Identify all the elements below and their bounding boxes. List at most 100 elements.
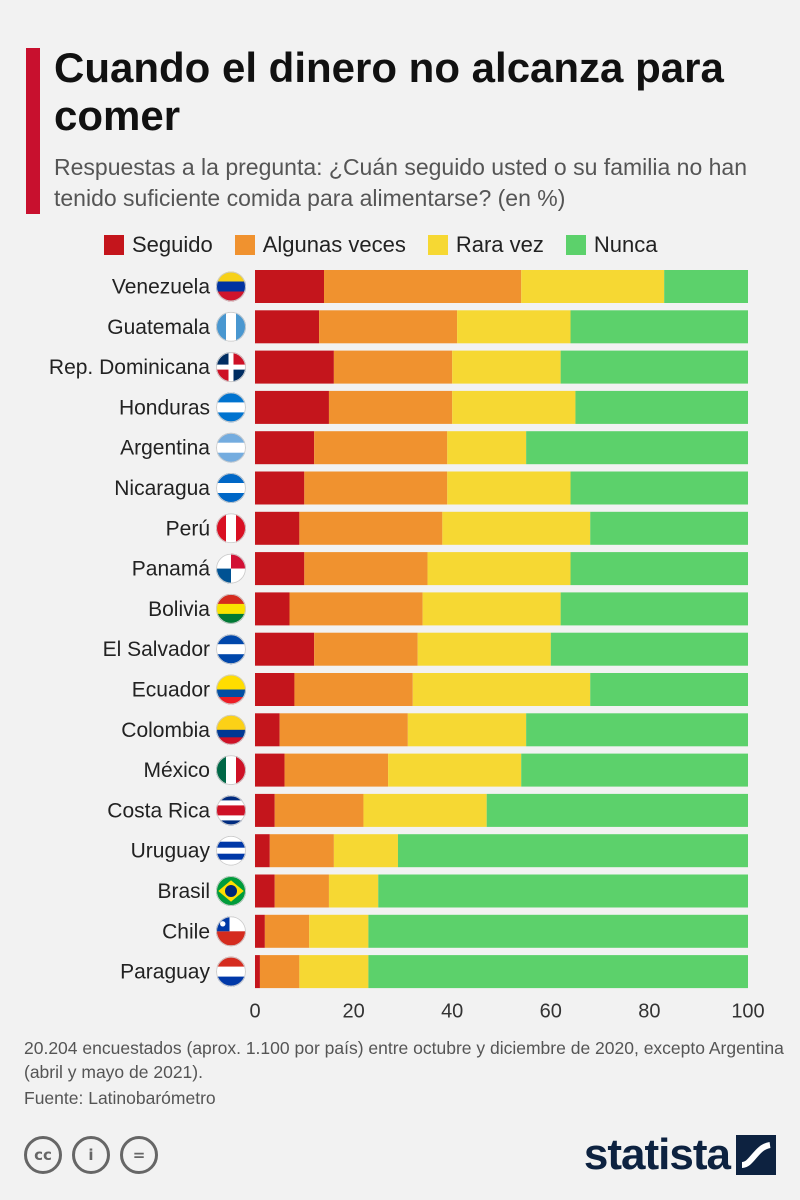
country-label-venezuela: Venezuela <box>112 276 210 299</box>
bar-segment-el-salvador-seguido <box>255 632 315 666</box>
flag-brazil-icon <box>216 876 246 906</box>
bar-segment-nicaragua-algunas-veces <box>304 471 448 505</box>
brand-name: statista <box>583 1130 731 1179</box>
chart-title: Cuando el dinero no alcanza para comer <box>54 44 724 139</box>
country-label-paraguay: Paraguay <box>120 961 210 984</box>
bar-segment-costa-rica-nunca <box>486 793 748 827</box>
legend-item-nunca: Nunca <box>565 232 658 258</box>
legend-swatch-algunas-veces <box>234 235 255 255</box>
bar-segment-nicaragua-seguido <box>255 471 305 505</box>
bar-segment-ecuador-nunca <box>590 673 748 706</box>
bar-segment-brasil-rara-vez <box>328 874 379 908</box>
bar-segment-panama-algunas-veces <box>304 552 428 586</box>
bar-segment-brasil-nunca <box>378 874 748 908</box>
bar-segment-panama-seguido <box>255 552 305 586</box>
bar-segment-panama-nunca <box>570 552 748 586</box>
country-label-costa-rica: Costa Rica <box>107 799 210 822</box>
bar-segment-guatemala-seguido <box>255 310 320 344</box>
legend-swatch-rara-vez <box>427 235 448 255</box>
bar-segment-rep-dominicana-nunca <box>560 350 748 384</box>
flag-mexico-icon <box>216 755 246 786</box>
bar-segment-colombia-seguido <box>255 713 280 747</box>
no-derivatives-icon: = <box>120 1136 158 1174</box>
bar-segment-chile-nunca <box>368 914 748 948</box>
legend-label-nunca: Nunca <box>593 232 658 257</box>
bar-segment-costa-rica-seguido <box>255 793 275 827</box>
bar-segment-honduras-nunca <box>575 390 748 424</box>
country-label-guatemala: Guatemala <box>107 316 210 339</box>
bar-segment-el-salvador-nunca <box>550 632 748 666</box>
bar-segment-peru-rara-vez <box>442 511 591 545</box>
flag-costa-rica-icon <box>216 795 246 826</box>
flag-bolivia-icon <box>216 593 246 624</box>
bar-segment-argentina-nunca <box>526 431 748 465</box>
bar-segment-colombia-rara-vez <box>407 713 527 747</box>
bar-segment-costa-rica-algunas-veces <box>274 793 364 827</box>
bar-segment-rep-dominicana-rara-vez <box>452 350 561 384</box>
bar-segment-mexico-algunas-veces <box>284 753 389 787</box>
legend-label-rara-vez: Rara vez <box>455 232 544 257</box>
country-label-bolivia: Bolivia <box>148 598 210 621</box>
statista-mark-icon <box>736 1135 776 1175</box>
chart-subtitle: Respuestas a la pregunta: ¿Cuán seguido … <box>54 154 747 211</box>
footnote: 20.204 encuestados (aprox. 1.100 por paí… <box>24 1038 784 1082</box>
bar-segment-bolivia-algunas-veces <box>289 592 423 626</box>
flag-el-salvador-icon <box>216 634 246 665</box>
bar-segment-bolivia-nunca <box>560 592 748 626</box>
bar-segment-peru-nunca <box>590 511 748 545</box>
bar-segment-argentina-rara-vez <box>447 431 527 465</box>
statista-logo[interactable]: statista <box>584 1130 776 1180</box>
country-label-ecuador: Ecuador <box>132 679 210 702</box>
legend-item-seguido: Seguido <box>104 232 213 258</box>
bar-segment-ecuador-algunas-veces <box>294 673 413 706</box>
bar-segment-peru-seguido <box>255 511 300 545</box>
flag-dominican-republic-icon <box>216 352 246 383</box>
bar-segment-ecuador-rara-vez <box>412 673 591 706</box>
country-label-mexico: México <box>143 759 210 782</box>
legend-swatch-nunca <box>565 235 586 255</box>
bar-segment-uruguay-seguido <box>255 834 270 868</box>
flag-guatemala-icon <box>216 311 246 342</box>
bar-segment-argentina-algunas-veces <box>314 431 448 465</box>
country-label-el-salvador: El Salvador <box>103 638 210 661</box>
bar-segment-venezuela-rara-vez <box>521 270 665 303</box>
license-icons: cc i = <box>24 1136 158 1174</box>
flag-panama-icon <box>216 553 246 584</box>
country-label-colombia: Colombia <box>121 719 210 742</box>
source-note: Fuente: Latinobarómetro <box>24 1088 216 1108</box>
x-tick-label-20: 20 <box>342 1000 364 1022</box>
bar-segment-venezuela-nunca <box>664 270 748 303</box>
flag-paraguay-icon <box>216 956 246 987</box>
country-label-honduras: Honduras <box>119 396 210 419</box>
bar-segment-guatemala-algunas-veces <box>319 310 458 344</box>
bar-segment-colombia-nunca <box>526 713 748 747</box>
bar-segment-nicaragua-nunca <box>570 471 748 505</box>
bar-segment-mexico-seguido <box>255 753 285 787</box>
flag-nicaragua-icon <box>216 473 246 503</box>
bar-segment-rep-dominicana-seguido <box>255 350 334 384</box>
country-label-argentina: Argentina <box>120 437 210 460</box>
country-label-peru: Perú <box>166 517 210 540</box>
bar-segment-rep-dominicana-algunas-veces <box>333 350 453 384</box>
x-tick-label-60: 60 <box>540 1000 562 1022</box>
bar-segment-panama-rara-vez <box>427 552 571 586</box>
flag-venezuela-icon <box>216 271 246 302</box>
bar-segment-honduras-rara-vez <box>452 390 576 424</box>
legend-item-algunas-veces: Algunas veces <box>234 232 406 258</box>
bar-segment-chile-rara-vez <box>309 914 369 948</box>
bar-segment-brasil-algunas-veces <box>274 874 329 908</box>
chart-legend: Seguido Algunas veces Rara vez Nunca <box>104 230 657 260</box>
country-label-panama: Panamá <box>132 558 211 581</box>
bar-segment-el-salvador-algunas-veces <box>314 632 418 666</box>
flag-uruguay-icon <box>216 835 246 866</box>
bar-segment-bolivia-rara-vez <box>422 592 561 626</box>
country-label-brasil: Brasil <box>157 880 210 903</box>
legend-item-rara-vez: Rara vez <box>427 232 544 258</box>
title-accent-bar <box>26 48 40 214</box>
country-label-chile: Chile <box>162 920 210 943</box>
bar-segment-mexico-rara-vez <box>388 753 522 787</box>
x-tick-label-100: 100 <box>731 1000 764 1022</box>
bar-segment-ecuador-seguido <box>255 673 295 706</box>
bar-segment-el-salvador-rara-vez <box>417 632 551 666</box>
bar-segment-venezuela-seguido <box>255 270 325 303</box>
